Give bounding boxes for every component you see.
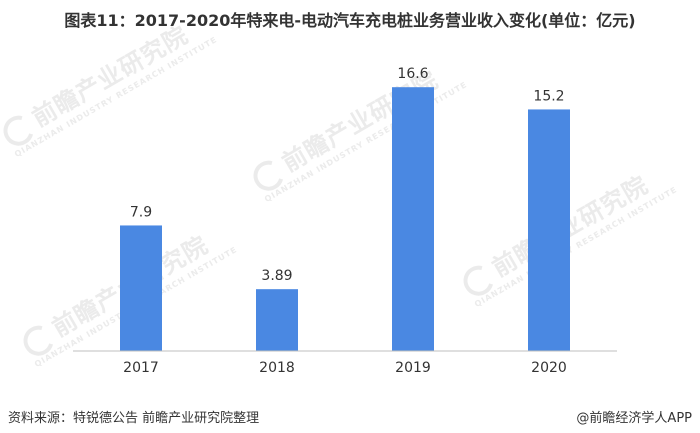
x-tick-label: 2017	[123, 360, 159, 376]
data-label: 7.9	[130, 204, 152, 220]
data-label: 16.6	[397, 66, 428, 82]
bar	[256, 289, 298, 351]
data-label: 15.2	[533, 88, 564, 104]
source-note: 资料来源：特锐德公告 前瞻产业研究院整理	[8, 411, 260, 426]
data-label: 3.89	[261, 268, 292, 284]
x-tick-label: 2020	[531, 360, 567, 376]
chart-title: 图表11：2017-2020年特来电-电动汽车充电桩业务营业收入变化(单位：亿元…	[64, 11, 636, 30]
bar	[392, 87, 434, 352]
x-tick-label: 2019	[395, 360, 431, 376]
brand-credit: @前瞻经济学人APP	[576, 411, 692, 426]
bar	[120, 225, 162, 351]
bar	[528, 109, 570, 352]
x-tick-label: 2018	[259, 360, 295, 376]
